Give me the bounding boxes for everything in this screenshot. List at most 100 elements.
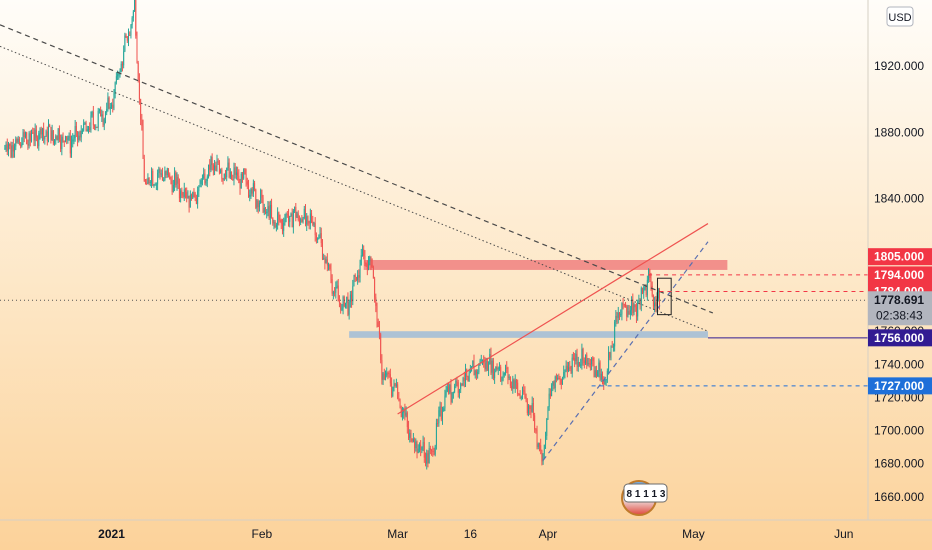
candle-body xyxy=(169,174,171,180)
candle-body xyxy=(314,223,316,236)
candle-body xyxy=(612,346,614,348)
candle-body xyxy=(472,360,474,368)
candle-body xyxy=(33,133,35,141)
candle-body xyxy=(20,144,22,147)
price-tag-label: 1756.000 xyxy=(874,331,924,345)
candle-body xyxy=(581,348,583,365)
candle-body xyxy=(489,354,491,365)
candle-body xyxy=(380,334,382,360)
candle-body xyxy=(409,432,411,438)
price-tag-1805.000[interactable]: 1805.000 xyxy=(868,248,932,266)
candle-body xyxy=(235,172,237,175)
candle-body xyxy=(349,294,351,303)
time-tick-label: Feb xyxy=(252,527,273,541)
price-tag-1727.000[interactable]: 1727.000 xyxy=(868,377,932,395)
candle-body xyxy=(614,321,616,347)
candle-body xyxy=(31,132,33,141)
candle-body xyxy=(525,396,527,402)
logo-text: 8 1 1 1 3 xyxy=(627,489,666,500)
candle-body xyxy=(484,363,486,370)
candle-body xyxy=(628,311,630,315)
candle-body xyxy=(197,191,199,205)
candle-body xyxy=(94,125,96,127)
candle-body xyxy=(582,348,584,361)
candle-body xyxy=(444,395,446,409)
candle-body xyxy=(221,169,223,179)
resistance-zone[interactable] xyxy=(363,260,728,270)
time-tick-label: May xyxy=(682,527,705,541)
candle-body xyxy=(495,366,497,372)
candle-body xyxy=(161,173,163,181)
candle-body xyxy=(392,386,394,397)
candle-body xyxy=(564,369,566,373)
candle-body xyxy=(401,412,403,418)
candle-body xyxy=(194,193,196,198)
candle-body xyxy=(461,383,463,385)
candle-body xyxy=(18,138,20,145)
candle-body xyxy=(98,109,100,111)
candle-body xyxy=(212,165,214,171)
candle-body xyxy=(597,371,599,377)
candle-body xyxy=(540,445,542,451)
candle-body xyxy=(468,373,470,382)
candle-body xyxy=(654,302,656,307)
brand-logo: 8 1 1 1 3 xyxy=(621,480,668,516)
candle-body xyxy=(434,445,436,455)
candle-body xyxy=(195,197,197,205)
descending-trendline-line[interactable] xyxy=(0,24,714,314)
candle-body xyxy=(395,384,397,386)
candle-body xyxy=(435,423,437,446)
candle-body xyxy=(307,216,309,222)
candle-body xyxy=(154,184,156,186)
candle-body xyxy=(180,190,182,199)
candle-body xyxy=(252,183,254,194)
candle-body xyxy=(576,353,578,367)
candle-body xyxy=(457,382,459,393)
candle-body xyxy=(5,144,7,149)
candle-body xyxy=(650,277,652,286)
time-axis[interactable]: 2021 Feb Mar 16 Apr May Jun xyxy=(98,527,853,541)
candle-body xyxy=(381,359,383,380)
candle-body xyxy=(611,346,613,348)
candle-body xyxy=(175,172,177,186)
candle-body xyxy=(546,419,548,436)
candle-body xyxy=(32,132,34,134)
candle-body xyxy=(103,119,105,126)
candle-body xyxy=(599,362,601,380)
candle-body xyxy=(452,391,454,393)
candle-body xyxy=(166,168,168,176)
price-axis[interactable]: 1660.0001680.0001700.0001720.0001740.000… xyxy=(874,59,924,504)
price-tag-bg xyxy=(868,329,932,347)
price-tag-1756.000[interactable]: 1756.000 xyxy=(868,329,932,347)
candle-body xyxy=(111,104,113,107)
candle-body xyxy=(388,373,390,375)
candle-body xyxy=(340,302,342,310)
candle-body xyxy=(643,287,645,293)
candle-body xyxy=(23,132,25,138)
candle-body xyxy=(183,189,185,197)
support-zone[interactable] xyxy=(349,331,708,338)
candle-body xyxy=(505,367,507,374)
candle-body xyxy=(187,195,189,199)
candle-body xyxy=(421,446,423,451)
rising-support-line[interactable] xyxy=(542,241,709,461)
zones-layer xyxy=(349,260,728,338)
candle-body xyxy=(266,211,268,214)
candle-body xyxy=(107,97,109,109)
price-tag-1794.000[interactable]: 1794.000 xyxy=(868,266,932,284)
candle-body xyxy=(51,130,53,140)
currency-button[interactable]: USD xyxy=(886,6,914,27)
candle-body xyxy=(148,177,150,184)
time-tick-label: Apr xyxy=(539,527,558,541)
candle-body xyxy=(531,403,533,412)
candle-body xyxy=(578,361,580,366)
candle-body xyxy=(319,233,321,238)
candle-body xyxy=(128,34,130,41)
selection-box[interactable] xyxy=(656,277,672,316)
candle-body xyxy=(256,200,258,208)
candle-body xyxy=(372,266,374,279)
rising-channel-line[interactable] xyxy=(397,223,709,415)
